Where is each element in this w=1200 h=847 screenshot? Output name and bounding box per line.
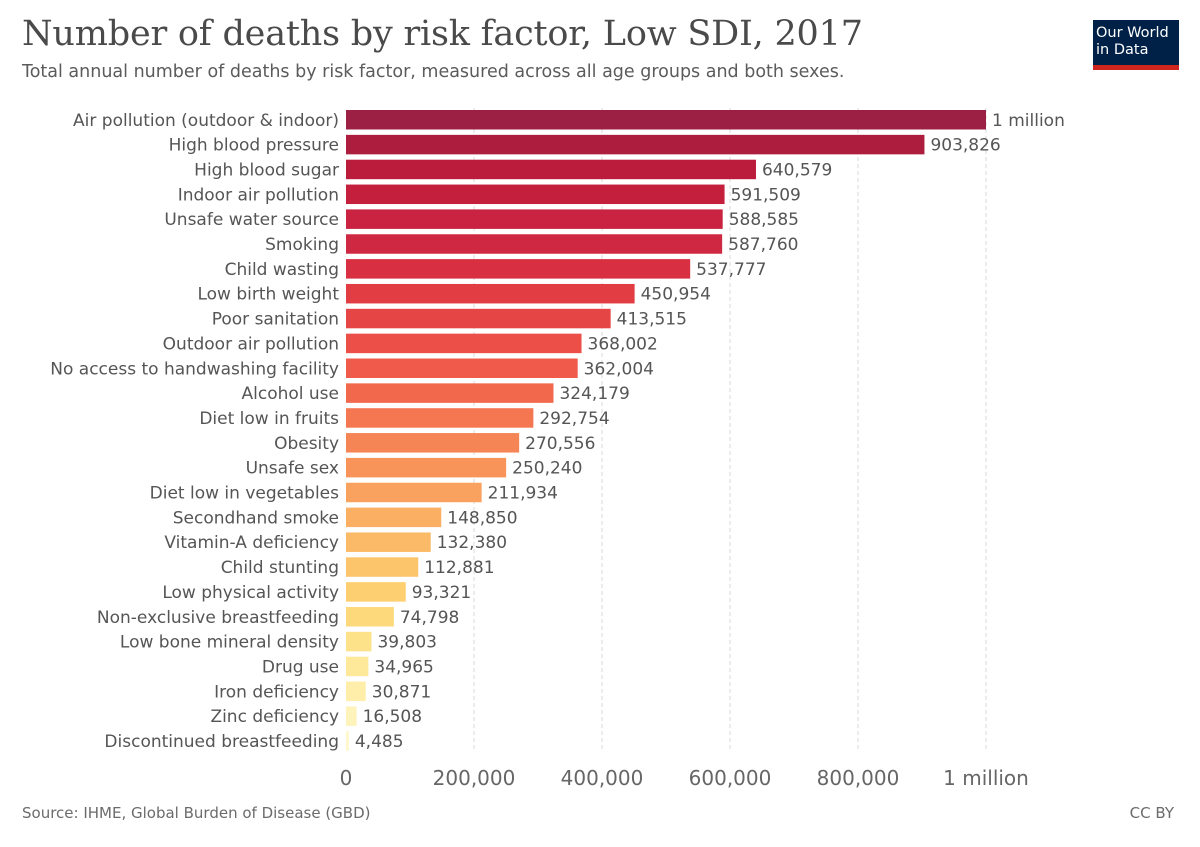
- logo-line-2: in Data: [1096, 42, 1149, 58]
- value-labels: 1 million 903,826 640,579 591,509 588,585 587…: [355, 111, 1065, 752]
- value-label: 93,321: [412, 583, 471, 603]
- bar: [346, 433, 520, 453]
- category-label: Iron deficiency: [214, 682, 339, 702]
- x-tick-label: 400,000: [561, 766, 644, 790]
- value-label: 903,826: [930, 136, 1000, 156]
- x-axis-tick-labels: 0 200,000 400,000 600,000 800,000 1 million: [340, 766, 1029, 790]
- bar: [346, 656, 369, 677]
- x-tick-label: 0: [340, 766, 353, 790]
- category-label: Outdoor air pollution: [163, 334, 339, 354]
- bar: [346, 333, 582, 354]
- category-label: High blood sugar: [194, 160, 339, 180]
- value-label: 74,798: [400, 608, 459, 628]
- category-label: Poor sanitation: [212, 310, 339, 330]
- value-label: 30,871: [372, 682, 431, 702]
- bar: [346, 184, 725, 205]
- bar: [346, 259, 691, 279]
- category-label: Unsafe water source: [164, 210, 339, 230]
- logo-accent-bar: [1093, 65, 1179, 70]
- value-label: 34,965: [374, 657, 433, 677]
- bar: [346, 507, 442, 528]
- value-label: 250,240: [512, 459, 582, 479]
- category-label: Secondhand smoke: [173, 508, 339, 528]
- category-label: Alcohol use: [242, 384, 340, 404]
- bar: [346, 159, 756, 180]
- category-label: Indoor air pollution: [178, 185, 339, 205]
- bar: [346, 234, 723, 254]
- category-label: Diet low in vegetables: [150, 484, 340, 504]
- category-label: Low physical activity: [162, 583, 339, 603]
- bar: [346, 731, 349, 751]
- value-label: 324,179: [559, 384, 629, 404]
- category-label: Discontinued breastfeeding: [104, 732, 339, 752]
- value-label: 270,556: [525, 434, 595, 454]
- category-label: Low birth weight: [197, 285, 339, 305]
- category-label: Zinc deficiency: [210, 707, 339, 727]
- category-label: High blood pressure: [169, 136, 339, 156]
- owid-logo[interactable]: Our World in Data: [1093, 20, 1179, 70]
- value-label: 368,002: [588, 334, 658, 354]
- value-label: 413,515: [617, 310, 687, 330]
- bar: [346, 457, 507, 478]
- value-label: 16,508: [363, 707, 422, 727]
- bar: [346, 308, 611, 329]
- bar: [346, 383, 554, 403]
- value-label: 148,850: [447, 508, 517, 528]
- value-label: 591,509: [731, 185, 801, 205]
- value-label: 450,954: [641, 285, 711, 305]
- value-label: 4,485: [355, 732, 404, 752]
- category-label: Drug use: [262, 657, 339, 677]
- value-label: 1 million: [992, 111, 1065, 131]
- x-tick-label: 600,000: [689, 766, 772, 790]
- source-note: Source: IHME, Global Burden of Disease (…: [22, 804, 371, 822]
- bar: [346, 706, 357, 726]
- value-label: 132,380: [437, 533, 507, 553]
- value-label: 112,881: [424, 558, 494, 578]
- bar: [346, 283, 635, 304]
- x-tick-label: 800,000: [817, 766, 900, 790]
- bar: [346, 408, 534, 428]
- category-label: Smoking: [265, 235, 339, 255]
- x-tick-label: 1 million: [943, 766, 1029, 790]
- bar: [346, 582, 406, 602]
- value-label: 39,803: [377, 633, 436, 653]
- bar: [346, 358, 578, 378]
- bar: [346, 557, 419, 577]
- x-tick-label: 200,000: [433, 766, 516, 790]
- category-label: Diet low in fruits: [199, 409, 339, 429]
- bar: [346, 631, 372, 652]
- chart-title: Number of deaths by risk factor, Low SDI…: [22, 14, 863, 54]
- category-labels: Air pollution (outdoor & indoor) High blo…: [50, 111, 339, 752]
- category-label: Unsafe sex: [246, 459, 339, 479]
- value-label: 292,754: [539, 409, 609, 429]
- category-label: Air pollution (outdoor & indoor): [73, 111, 339, 131]
- category-label: Obesity: [274, 434, 339, 454]
- value-label: 362,004: [584, 359, 654, 379]
- category-label: Non-exclusive breastfeeding: [97, 608, 339, 628]
- category-label: Child stunting: [221, 558, 339, 578]
- value-label: 211,934: [488, 484, 558, 504]
- category-label: No access to handwashing facility: [50, 359, 339, 379]
- bar: [346, 209, 723, 229]
- bars: [346, 110, 986, 751]
- logo-line-1: Our World: [1096, 25, 1169, 41]
- category-label: Vitamin-A deficiency: [164, 533, 339, 553]
- value-label: 537,777: [696, 260, 766, 280]
- value-label: 588,585: [729, 210, 799, 230]
- bar: [346, 110, 986, 130]
- bar: [346, 482, 482, 503]
- bar: [346, 681, 366, 702]
- chart-subtitle: Total annual number of deaths by risk fa…: [22, 62, 845, 82]
- value-label: 640,579: [762, 160, 832, 180]
- bar: [346, 134, 925, 155]
- bar: [346, 532, 431, 552]
- category-label: Low bone mineral density: [120, 633, 339, 653]
- category-label: Child wasting: [225, 260, 339, 280]
- license-link[interactable]: CC BY: [1129, 804, 1174, 822]
- value-label: 587,760: [728, 235, 798, 255]
- bar: [346, 607, 394, 627]
